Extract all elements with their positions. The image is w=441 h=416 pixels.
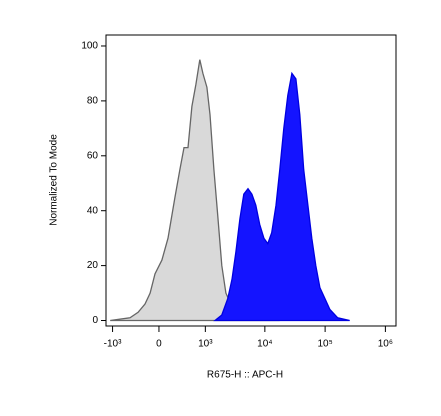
x-axis-label: R675-H :: APC-H: [207, 370, 283, 381]
x-tick-label: 10⁴: [257, 339, 272, 350]
x-tick-label: 10³: [198, 339, 213, 350]
x-tick-label: -10³: [104, 339, 122, 350]
x-tick-label: 0: [156, 339, 162, 350]
y-axis-label: Normalized To Mode: [49, 134, 60, 226]
y-tick-label: 20: [87, 260, 99, 271]
y-tick-label: 80: [87, 96, 99, 107]
y-tick-label: 100: [81, 41, 98, 52]
histogram-area: [213, 71, 350, 322]
y-tick-label: 60: [87, 150, 99, 161]
x-tick-label: 10⁶: [378, 339, 393, 350]
y-tick-label: 40: [87, 205, 99, 216]
x-tick-label: 10⁵: [317, 339, 332, 350]
y-tick-label: 0: [92, 315, 98, 326]
plot-frame: [105, 34, 397, 327]
